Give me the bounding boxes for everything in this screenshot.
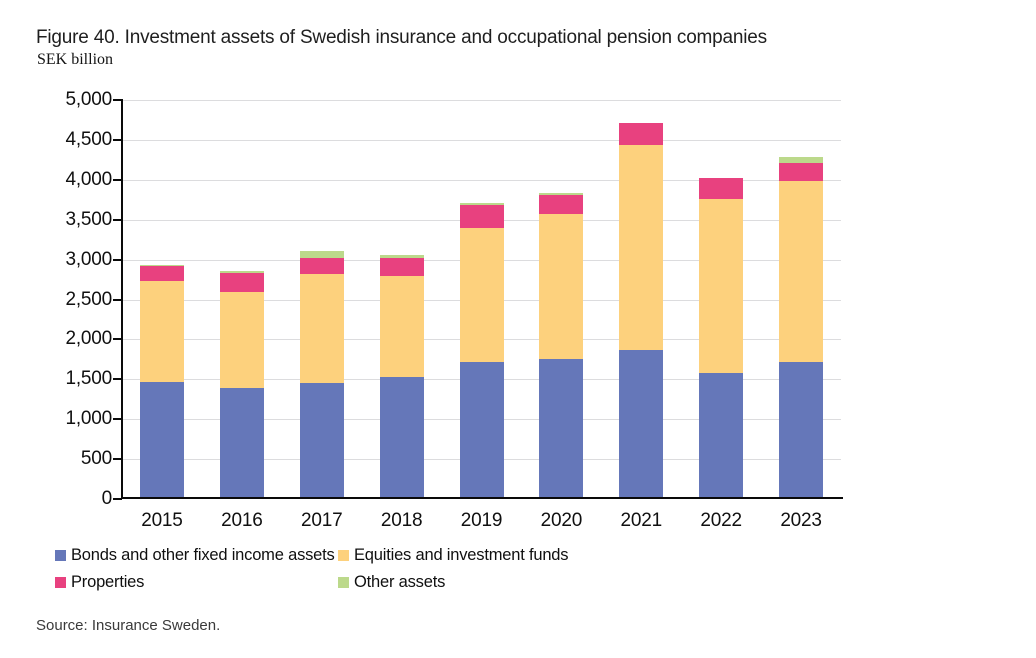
x-axis-label: 2023	[780, 510, 822, 531]
bar-segment-equities	[299, 274, 344, 383]
y-axis-tick	[113, 338, 122, 341]
y-axis-label: 5,000	[65, 89, 112, 110]
legend-item-other: Other assets	[338, 573, 568, 592]
bar-segment-bonds	[219, 388, 264, 499]
bar-segment-bonds	[699, 372, 744, 499]
bar-2018	[379, 255, 424, 499]
chart-subtitle: SEK billion	[37, 51, 114, 68]
bar-segment-other	[219, 271, 264, 274]
y-axis-label: 500	[80, 448, 112, 470]
x-axis-label: 2018	[380, 510, 423, 531]
legend-item-equities: Equities and investment funds	[338, 546, 569, 565]
bar-segment-other	[299, 250, 344, 258]
bar-2022	[699, 177, 744, 499]
gridline	[122, 179, 841, 181]
plot-area	[122, 100, 841, 499]
y-axis-tick	[113, 99, 122, 101]
y-axis-tick	[113, 498, 122, 500]
y-axis-tick	[113, 298, 122, 301]
x-axis-label: 2022	[700, 510, 742, 531]
y-axis-label: 2,000	[65, 328, 112, 350]
bar-segment-bonds	[139, 382, 184, 499]
bar-segment-properties	[459, 205, 504, 228]
gridline	[122, 100, 841, 101]
y-axis-label: 0	[101, 488, 113, 509]
bar-segment-bonds	[539, 359, 584, 499]
bar-segment-properties	[699, 177, 744, 199]
legend-swatch-properties	[55, 577, 66, 588]
bar-segment-equities	[539, 214, 584, 360]
y-axis-tick	[113, 418, 122, 421]
bar-segment-properties	[779, 163, 824, 182]
x-axis-label: 2019	[460, 510, 503, 531]
y-axis-tick	[113, 458, 122, 461]
y-axis-line	[121, 99, 123, 499]
bar-2015	[139, 265, 184, 499]
y-axis-label: 2,500	[65, 288, 112, 310]
chart-title: Figure 40. Investment assets of Swedish …	[36, 27, 767, 48]
bar-segment-equities	[459, 227, 504, 362]
bar-2021	[619, 123, 664, 499]
x-axis-label: 2015	[141, 510, 183, 531]
bar-segment-other	[779, 157, 824, 164]
legend-label-properties: Properties	[71, 573, 145, 591]
bar-segment-properties	[539, 195, 584, 215]
bar-segment-other	[139, 265, 184, 267]
legend-item-properties: Properties	[55, 573, 338, 592]
legend-label-equities: Equities and investment funds	[354, 546, 569, 564]
bar-segment-equities	[779, 181, 824, 362]
bar-segment-bonds	[299, 382, 344, 499]
bar-segment-bonds	[459, 361, 504, 499]
bar-2023	[779, 157, 824, 499]
bar-segment-other	[459, 202, 504, 206]
y-axis-label: 4,500	[65, 128, 112, 150]
y-axis-tick	[113, 138, 122, 141]
bar-segment-other	[539, 192, 584, 196]
legend-label-other: Other assets	[354, 573, 446, 591]
bar-segment-properties	[139, 266, 184, 282]
bar-segment-equities	[619, 144, 664, 351]
legend-swatch-other	[338, 577, 349, 588]
x-axis-label: 2020	[540, 510, 583, 531]
y-axis-label: 1,000	[65, 408, 112, 430]
legend-item-bonds: Bonds and other fixed income assets	[55, 546, 338, 565]
bar-2019	[459, 202, 504, 499]
bar-segment-equities	[139, 281, 184, 383]
legend-swatch-equities	[338, 550, 349, 561]
legend-swatch-bonds	[55, 550, 66, 561]
x-axis-label: 2017	[300, 510, 343, 531]
bar-segment-properties	[619, 123, 664, 145]
y-axis-label: 3,500	[65, 208, 112, 230]
bar-segment-equities	[699, 198, 744, 373]
y-axis-label: 1,500	[65, 368, 112, 390]
bar-segment-properties	[379, 258, 424, 277]
bar-segment-properties	[299, 257, 344, 275]
x-axis-line	[121, 497, 843, 499]
bar-segment-bonds	[379, 376, 424, 499]
bar-segment-properties	[219, 273, 264, 292]
source-note: Source: Insurance Sweden.	[36, 617, 221, 634]
legend: Bonds and other fixed income assets Equit…	[55, 546, 569, 592]
y-axis-tick	[113, 178, 122, 181]
x-axis-label: 2021	[620, 510, 663, 531]
y-axis-tick	[113, 378, 122, 381]
y-axis-tick	[113, 258, 122, 261]
y-axis-label: 4,000	[65, 168, 112, 190]
x-axis-label: 2016	[221, 510, 263, 531]
legend-label-bonds: Bonds and other fixed income assets	[71, 546, 335, 564]
bar-2017	[299, 250, 344, 499]
bar-2016	[219, 271, 264, 499]
y-axis-label: 3,000	[65, 248, 112, 270]
bar-segment-bonds	[619, 350, 664, 499]
bar-segment-bonds	[779, 361, 824, 499]
bar-segment-equities	[219, 291, 264, 389]
y-axis-tick	[113, 218, 122, 221]
bar-segment-other	[379, 255, 424, 259]
bar-segment-equities	[379, 276, 424, 377]
bar-2020	[539, 192, 584, 499]
gridline	[122, 139, 841, 141]
